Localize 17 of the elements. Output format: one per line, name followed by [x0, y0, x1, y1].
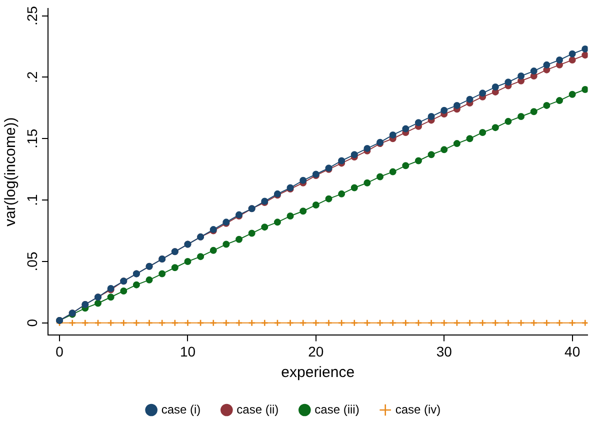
x-axis-title: experience	[281, 364, 355, 382]
legend-label: case (iii)	[314, 402, 360, 416]
x-tick-label: 30	[436, 343, 452, 360]
legend-label: case (ii)	[236, 402, 279, 416]
y-tick-label: .1	[24, 194, 40, 206]
y-axis-title: var(log(income))	[2, 117, 20, 226]
x-tick-label: 40	[564, 343, 580, 360]
y-tick-label: 0	[24, 318, 40, 327]
x-tick-label: 0	[56, 343, 64, 360]
y-tick-label: .15	[24, 128, 40, 148]
x-tick-label: 10	[180, 343, 196, 360]
y-tick-label: .25	[24, 6, 40, 26]
legend-label: case (iv)	[395, 402, 441, 416]
x-tick-label: 20	[308, 343, 324, 360]
y-tick-label: .2	[24, 71, 40, 84]
legend-label: case (i)	[161, 402, 201, 416]
y-tick-label: .05	[24, 252, 40, 272]
